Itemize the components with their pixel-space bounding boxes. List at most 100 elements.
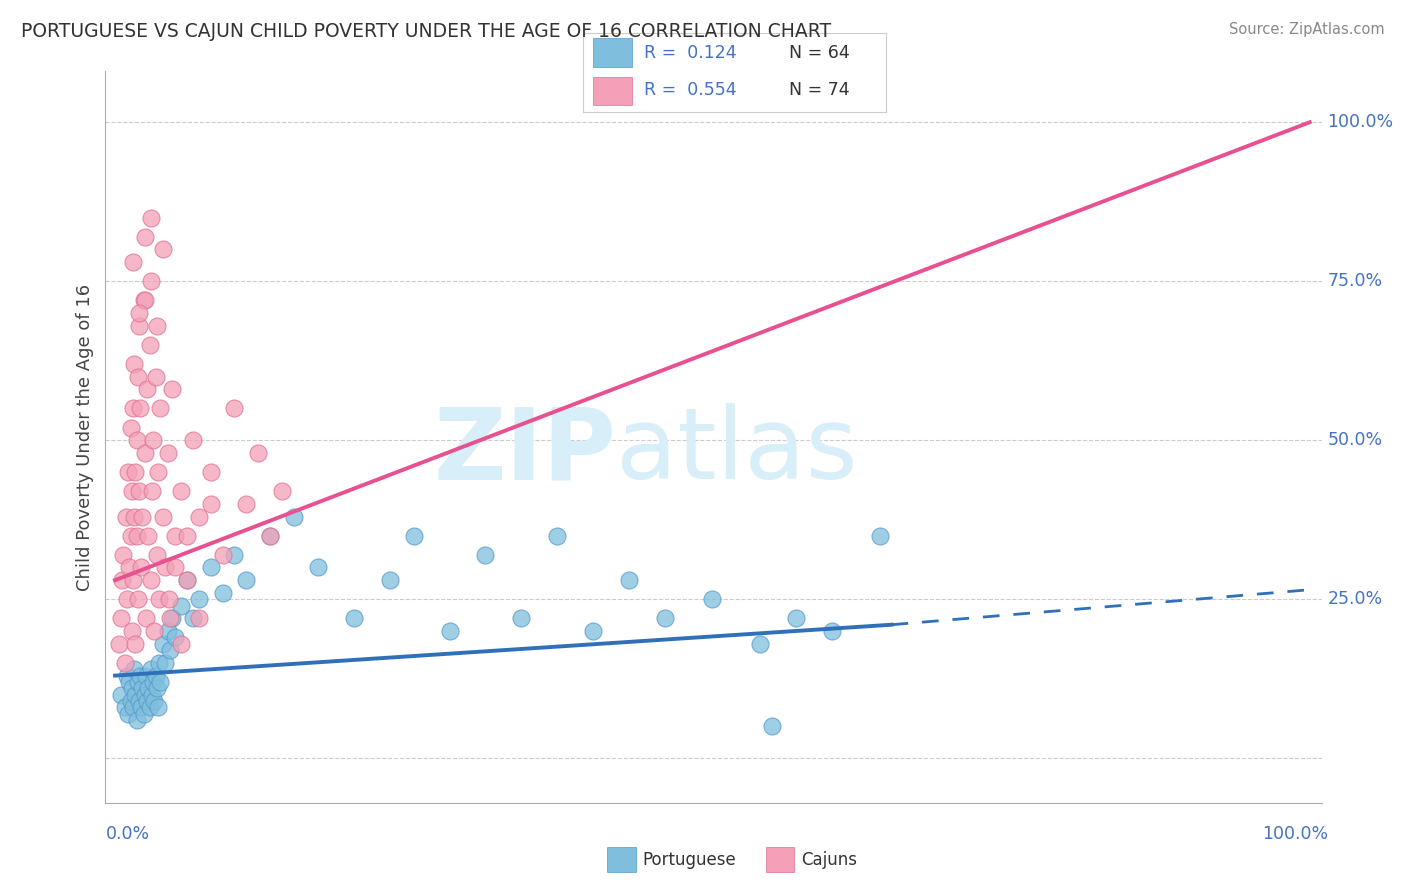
Point [157, 592, 180, 607]
Point [132, 293, 155, 308]
Point [474, 548, 496, 562]
Point [510, 611, 533, 625]
Point [128, 484, 150, 499]
Point [139, 662, 162, 676]
Text: 100.0%: 100.0% [1327, 113, 1393, 131]
Point [125, 434, 148, 448]
Point [152, 509, 174, 524]
Point [152, 243, 174, 257]
Point [135, 668, 157, 682]
Text: Cajuns: Cajuns [801, 851, 858, 869]
Point [114, 656, 136, 670]
Point [118, 560, 141, 574]
Point [148, 592, 170, 607]
Text: N = 64: N = 64 [789, 44, 849, 62]
Point [110, 611, 132, 625]
Text: 100.0%: 100.0% [1263, 825, 1329, 843]
Point [139, 274, 162, 288]
Point [617, 573, 640, 587]
Point [378, 573, 401, 587]
Point [187, 611, 209, 625]
Point [136, 694, 159, 708]
Point [132, 706, 155, 721]
Point [156, 624, 179, 638]
Point [170, 599, 193, 613]
Point [125, 713, 148, 727]
Point [112, 548, 135, 562]
Point [439, 624, 461, 638]
Point [122, 357, 145, 371]
Point [134, 293, 156, 308]
Point [582, 624, 605, 638]
Point [307, 560, 329, 574]
Point [176, 573, 198, 587]
Point [235, 573, 257, 587]
Text: N = 74: N = 74 [789, 81, 849, 99]
Point [138, 529, 160, 543]
Point [114, 700, 136, 714]
Text: Portuguese: Portuguese [643, 851, 737, 869]
Point [129, 700, 152, 714]
Point [141, 484, 163, 499]
Point [117, 706, 139, 721]
Point [159, 643, 181, 657]
Point [125, 529, 148, 543]
Point [143, 624, 166, 638]
Y-axis label: Child Poverty Under the Age of 16: Child Poverty Under the Age of 16 [76, 284, 94, 591]
Text: Source: ZipAtlas.com: Source: ZipAtlas.com [1229, 22, 1385, 37]
Point [146, 700, 169, 714]
Point [120, 529, 142, 543]
Point [128, 694, 150, 708]
Point [128, 318, 150, 333]
Text: atlas: atlas [616, 403, 858, 500]
Point [118, 675, 141, 690]
Point [124, 465, 146, 479]
Point [181, 611, 204, 625]
Point [224, 401, 246, 416]
Point [122, 401, 145, 416]
Point [187, 509, 209, 524]
Point [163, 631, 186, 645]
Point [149, 675, 172, 690]
Point [122, 573, 145, 587]
Point [110, 688, 132, 702]
Point [134, 446, 156, 460]
Point [749, 637, 772, 651]
Point [111, 573, 134, 587]
Point [153, 560, 176, 574]
Point [120, 420, 142, 434]
Point [122, 509, 145, 524]
Point [200, 465, 222, 479]
Point [702, 592, 724, 607]
Point [129, 401, 152, 416]
Point [187, 592, 209, 607]
Text: 75.0%: 75.0% [1327, 272, 1382, 290]
Point [149, 401, 172, 416]
Point [138, 700, 160, 714]
Point [107, 637, 129, 651]
Point [211, 548, 233, 562]
Point [121, 484, 143, 499]
Point [145, 668, 167, 682]
Point [259, 529, 281, 543]
Point [343, 611, 366, 625]
Point [128, 306, 150, 320]
Point [271, 484, 294, 499]
Point [139, 573, 162, 587]
Point [115, 592, 138, 607]
Point [115, 668, 138, 682]
Point [156, 446, 179, 460]
Point [145, 369, 167, 384]
Point [139, 211, 162, 225]
Point [142, 675, 165, 690]
Text: R =  0.554: R = 0.554 [644, 81, 737, 99]
Point [129, 668, 152, 682]
Text: ZIP: ZIP [433, 403, 616, 500]
Point [170, 484, 193, 499]
Point [143, 694, 166, 708]
Point [121, 681, 143, 696]
Point [146, 465, 169, 479]
Point [259, 529, 281, 543]
Point [546, 529, 568, 543]
Point [146, 318, 169, 333]
